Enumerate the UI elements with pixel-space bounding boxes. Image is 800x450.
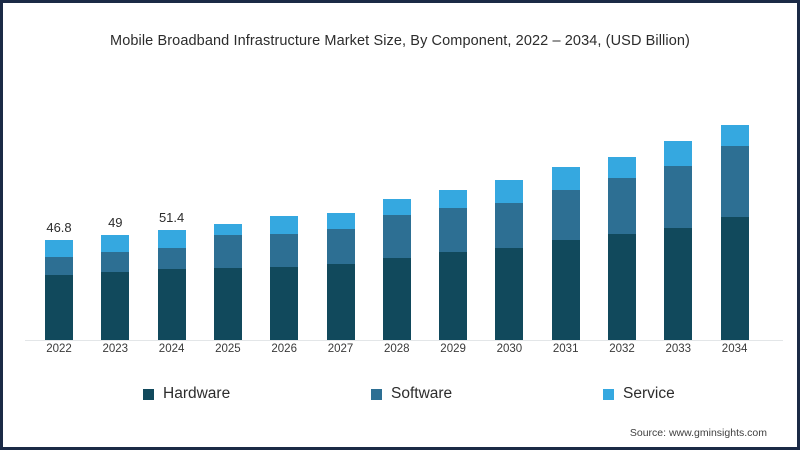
bar-segment-service-2023: [101, 235, 130, 252]
bar-segment-software-2022: [45, 257, 73, 275]
x-tick-2032: 2032: [609, 343, 635, 355]
bar-value-label-2023: 49: [108, 215, 123, 230]
x-axis-tick-labels: 2022 2023 2024 2025 2026 2027 2028 2029 2030 2031…: [25, 343, 783, 365]
plot-area: 46.8 49 51.4: [25, 88, 783, 341]
bar-segment-service-2031: [551, 167, 580, 190]
bar-segment-hardware-2034: [720, 217, 749, 340]
chart-legend: Hardware Software Service: [3, 385, 797, 411]
x-tick-2030: 2030: [496, 343, 523, 355]
bar-segment-software-2023: [101, 252, 130, 272]
bar-segment-service-2026: [270, 216, 299, 234]
bar-segment-software-2031: [551, 190, 580, 240]
bar-2030[interactable]: [495, 180, 524, 340]
x-tick-2024: 2024: [158, 343, 185, 355]
bar-segment-hardware-2033: [664, 228, 693, 340]
x-tick-2023: 2023: [102, 343, 129, 355]
bar-2034[interactable]: [720, 125, 749, 340]
source-attribution: Source: www.gminsights.com: [629, 427, 767, 439]
bar-segment-service-2034: [720, 125, 749, 146]
legend-swatch-software-icon: [371, 388, 382, 400]
bar-segment-hardware-2024: [157, 269, 186, 340]
bar-2023[interactable]: [101, 235, 130, 340]
bar-segment-software-2029: [439, 208, 468, 252]
bar-segment-software-2024: [157, 248, 186, 269]
legend-item-hardware[interactable]: Hardware: [143, 385, 230, 403]
legend-item-service[interactable]: Service: [603, 385, 675, 403]
bar-segment-software-2027: [326, 229, 355, 264]
bar-segment-software-2028: [382, 215, 411, 258]
x-tick-2022: 2022: [46, 343, 72, 355]
bar-value-label-2022: 46.8: [46, 220, 72, 235]
x-tick-2025: 2025: [215, 343, 241, 355]
bar-segment-hardware-2030: [495, 248, 524, 340]
x-tick-2033: 2033: [665, 343, 692, 355]
bar-2028[interactable]: [382, 199, 411, 340]
bar-segment-service-2029: [439, 190, 468, 208]
x-tick-2034: 2034: [721, 343, 748, 355]
legend-label-service: Service: [623, 385, 675, 402]
x-tick-2031: 2031: [552, 343, 579, 355]
bar-segment-software-2034: [720, 146, 749, 217]
legend-label-hardware: Hardware: [163, 385, 231, 402]
bar-segment-service-2027: [326, 213, 355, 229]
bar-segment-service-2030: [495, 180, 524, 203]
bar-2031[interactable]: [551, 167, 580, 340]
x-axis-baseline: [25, 340, 783, 341]
bar-segment-hardware-2023: [101, 272, 130, 340]
bar-segment-software-2030: [495, 203, 524, 248]
bar-segment-software-2026: [270, 234, 299, 267]
legend-swatch-hardware-icon: [143, 388, 154, 400]
bar-2027[interactable]: [326, 213, 355, 340]
bar-segment-service-2022: [45, 240, 73, 257]
bar-segment-hardware-2031: [551, 240, 580, 340]
bar-segment-service-2025: [213, 224, 242, 235]
bar-value-label-2024: 51.4: [158, 210, 185, 225]
bar-segment-software-2032: [608, 178, 636, 234]
bar-2026[interactable]: [270, 216, 299, 340]
bar-segment-hardware-2027: [326, 264, 355, 340]
bar-segment-hardware-2025: [213, 268, 242, 340]
legend-label-software: Software: [391, 385, 453, 402]
bar-segment-service-2024: [157, 230, 186, 248]
bar-2025[interactable]: [213, 224, 242, 340]
bar-2029[interactable]: [439, 190, 468, 340]
bar-segment-hardware-2026: [270, 267, 299, 340]
bar-2033[interactable]: [664, 141, 693, 340]
x-tick-2027: 2027: [327, 343, 354, 355]
legend-item-software[interactable]: Software: [371, 385, 452, 403]
x-tick-2026: 2026: [271, 343, 297, 355]
bar-2022[interactable]: [45, 240, 73, 340]
x-tick-2029: 2029: [440, 343, 466, 355]
bar-segment-hardware-2022: [45, 275, 73, 340]
bar-segment-hardware-2029: [439, 252, 468, 340]
legend-swatch-service-icon: [603, 388, 614, 400]
x-tick-2028: 2028: [384, 343, 410, 355]
bar-segment-software-2025: [213, 235, 242, 268]
bar-segment-hardware-2032: [608, 234, 636, 340]
bar-2032[interactable]: [608, 157, 636, 340]
bar-segment-service-2032: [608, 157, 636, 178]
bar-segment-software-2033: [664, 166, 693, 228]
chart-title: Mobile Broadband Infrastructure Market S…: [110, 33, 690, 49]
bar-2024[interactable]: [157, 230, 186, 340]
bar-segment-service-2033: [664, 141, 693, 166]
bar-segment-hardware-2028: [382, 258, 411, 340]
bar-segment-service-2028: [382, 199, 411, 215]
